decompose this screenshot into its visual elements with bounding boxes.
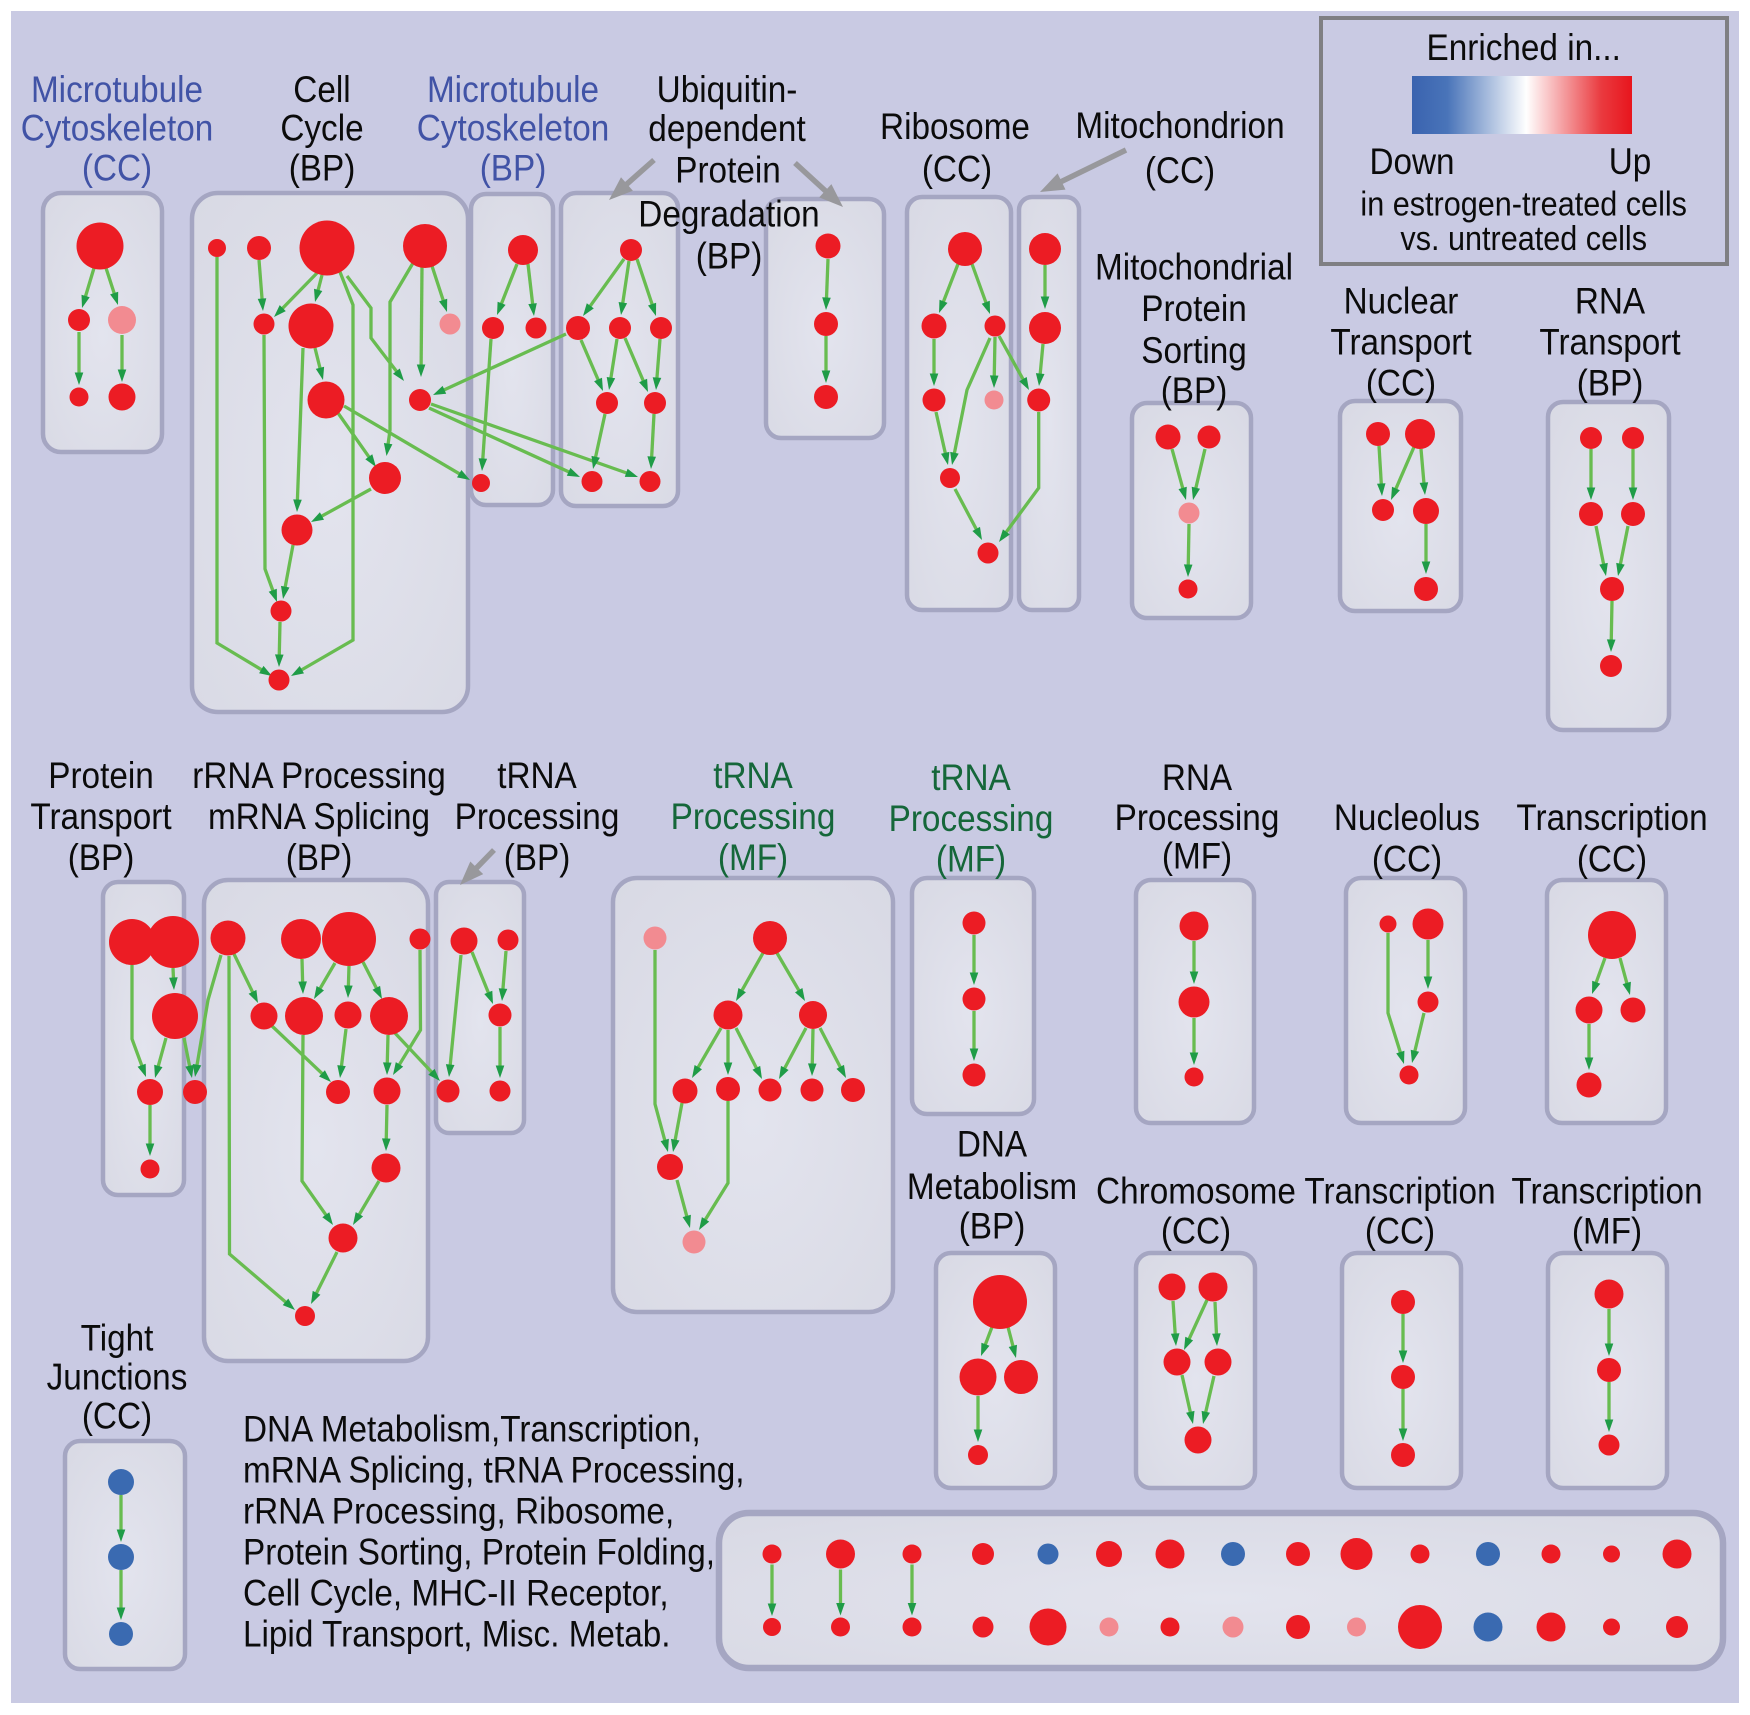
svg-text:(MF): (MF) [1572,1211,1642,1252]
svg-text:(CC): (CC) [1366,363,1436,404]
svg-text:Cytoskeleton: Cytoskeleton [417,107,610,148]
svg-text:dependent: dependent [648,108,806,149]
svg-text:Transcription: Transcription [1304,1170,1495,1211]
svg-text:Metabolism: Metabolism [907,1166,1077,1207]
svg-text:Cell: Cell [293,69,350,110]
svg-text:Protein Sorting, Protein Foldi: Protein Sorting, Protein Folding, [243,1532,715,1573]
svg-text:Transcription: Transcription [1516,797,1707,838]
svg-text:(CC): (CC) [1145,150,1215,191]
svg-text:Processing: Processing [455,796,620,837]
svg-text:Processing: Processing [889,798,1054,839]
svg-text:Protein: Protein [1141,288,1247,329]
svg-text:Down: Down [1369,141,1454,182]
svg-text:Nucleolus: Nucleolus [1334,797,1480,838]
svg-text:Cell Cycle, MHC-II Receptor,: Cell Cycle, MHC-II Receptor, [243,1573,669,1614]
svg-text:in estrogen-treated cells: in estrogen-treated cells [1360,186,1687,224]
svg-text:Chromosome: Chromosome [1096,1170,1296,1211]
svg-text:(BP): (BP) [504,837,571,878]
svg-text:Junctions: Junctions [47,1357,188,1398]
svg-text:Mitochondrion: Mitochondrion [1075,105,1284,146]
svg-text:(CC): (CC) [1577,839,1647,880]
svg-text:Protein: Protein [675,150,781,191]
svg-text:(BP): (BP) [480,148,547,189]
svg-text:(BP): (BP) [68,837,135,878]
svg-text:(CC): (CC) [82,148,152,189]
svg-text:Sorting: Sorting [1141,330,1247,371]
svg-text:vs. untreated cells: vs. untreated cells [1400,220,1647,258]
svg-text:tRNA: tRNA [931,757,1011,798]
svg-text:(BP): (BP) [1161,370,1228,411]
svg-text:RNA: RNA [1162,757,1233,798]
svg-text:(BP): (BP) [696,236,763,277]
svg-text:Mitochondrial: Mitochondrial [1095,246,1293,287]
svg-text:(MF): (MF) [1162,835,1232,876]
svg-text:Processing: Processing [671,796,836,837]
svg-text:Enriched in...: Enriched in... [1427,27,1621,68]
svg-text:(CC): (CC) [1161,1211,1231,1252]
svg-text:Lipid Transport, Misc. Metab.: Lipid Transport, Misc. Metab. [243,1614,671,1655]
svg-text:(CC): (CC) [1372,839,1442,880]
svg-text:Cytoskeleton: Cytoskeleton [21,107,214,148]
svg-text:Transport: Transport [1539,322,1681,363]
svg-text:tRNA: tRNA [497,755,577,796]
svg-text:Ubiquitin-: Ubiquitin- [657,69,798,110]
svg-text:(MF): (MF) [936,839,1006,880]
svg-text:Protein: Protein [48,755,154,796]
svg-text:(CC): (CC) [82,1396,152,1437]
svg-text:Transport: Transport [1330,322,1472,363]
svg-text:Microtubule: Microtubule [31,69,203,110]
svg-text:Processing: Processing [1115,797,1280,838]
svg-text:rRNA Processing, Ribosome,: rRNA Processing, Ribosome, [243,1491,674,1532]
svg-text:Transport: Transport [30,796,172,837]
svg-text:DNA: DNA [957,1124,1028,1165]
svg-text:Nuclear: Nuclear [1344,281,1459,322]
svg-text:(CC): (CC) [922,149,992,190]
svg-text:(MF): (MF) [718,837,788,878]
svg-text:(CC): (CC) [1365,1211,1435,1252]
svg-text:Up: Up [1609,141,1652,182]
svg-text:mRNA Splicing, tRNA Processing: mRNA Splicing, tRNA Processing, [243,1450,745,1491]
svg-text:(BP): (BP) [959,1205,1026,1246]
svg-text:(BP): (BP) [1577,363,1644,404]
svg-text:Microtubule: Microtubule [427,69,599,110]
svg-text:mRNA Splicing: mRNA Splicing [208,796,430,837]
svg-text:Transcription: Transcription [1511,1170,1702,1211]
svg-text:Degradation: Degradation [638,194,819,235]
svg-text:rRNA Processing: rRNA Processing [192,755,446,796]
svg-text:tRNA: tRNA [713,755,793,796]
svg-text:Ribosome: Ribosome [880,106,1030,147]
svg-text:DNA Metabolism,Transcription,: DNA Metabolism,Transcription, [243,1409,701,1450]
svg-text:Tight: Tight [81,1317,154,1358]
svg-text:(BP): (BP) [286,837,353,878]
svg-text:RNA: RNA [1575,281,1646,322]
svg-text:Cycle: Cycle [280,107,363,148]
svg-text:(BP): (BP) [289,148,356,189]
